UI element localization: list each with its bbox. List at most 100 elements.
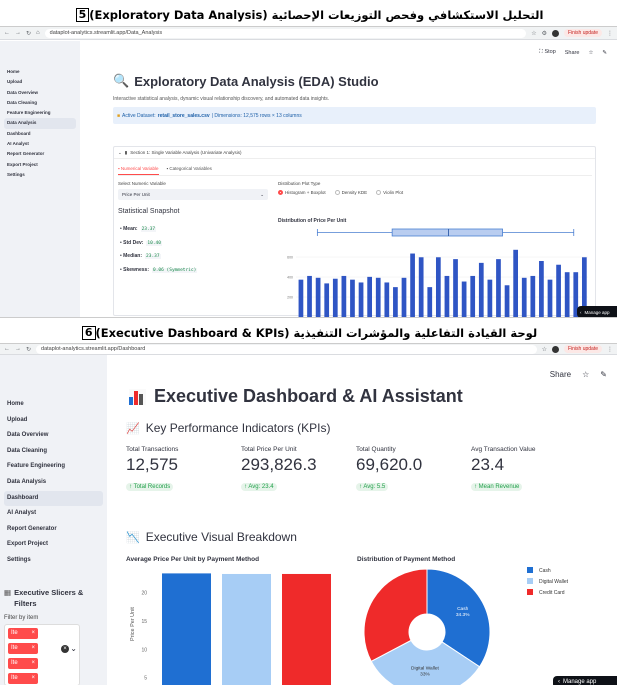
- home-icon[interactable]: ⌂: [36, 30, 40, 36]
- sidebar-item-feature-engineering[interactable]: Feature Engineering: [7, 110, 51, 116]
- kpi-card: Total Price Per Unit 293,826.3 ↑ Avg: 23.4: [241, 446, 351, 493]
- section-header[interactable]: ⌄ ▮ Section 1: Single Variable Analysis …: [114, 147, 595, 159]
- histogram-bar: [504, 285, 510, 317]
- sidebar-item-dashboard[interactable]: Dashboard: [4, 490, 103, 507]
- histogram-bar: [461, 281, 467, 317]
- sidebar-item-ai-analyst[interactable]: AI Analyst: [7, 510, 37, 517]
- caption-6-text: لوحة القيادة التفاعلية والمؤشرات التنفيذ…: [95, 326, 538, 340]
- sidebar-item-data-cleaning[interactable]: Data Cleaning: [7, 99, 38, 105]
- radio-histogram[interactable]: Histogram + Boxplot: [278, 190, 326, 195]
- legend-swatch: [527, 578, 533, 584]
- sidebar-item-data-overview[interactable]: Data Overview: [7, 432, 49, 439]
- sidebar-item-data-analysis[interactable]: Data Analysis: [4, 118, 76, 129]
- magnifier-icon: 🔍: [113, 73, 130, 88]
- profile-avatar[interactable]: [551, 29, 559, 37]
- edit-icon[interactable]: ✎: [602, 49, 607, 56]
- sidebar-item-export-project[interactable]: Export Project: [7, 161, 38, 167]
- page-subtitle: Interactive statistical analysis, dynami…: [113, 96, 330, 102]
- profile-avatar[interactable]: [551, 345, 559, 353]
- chevron-down-icon: ⌄: [260, 191, 264, 197]
- stop-button[interactable]: ⛶ Stop: [539, 49, 556, 55]
- chevron-down-icon[interactable]: ⌄: [70, 643, 77, 653]
- edit-icon[interactable]: ✎: [600, 370, 607, 379]
- histogram-bar: [367, 276, 373, 317]
- url-bar[interactable]: dataplot-analytics.streamlit.app/Data_An…: [44, 28, 527, 38]
- bar-credit-card: [282, 573, 331, 685]
- stat-label: Median:: [123, 253, 143, 259]
- manage-app-button[interactable]: ‹ Manage app: [577, 306, 617, 317]
- sidebar-item-report-generator[interactable]: Report Generator: [7, 525, 57, 532]
- radio-density[interactable]: Density KDE: [334, 190, 367, 195]
- histogram-bar: [375, 277, 381, 317]
- forward-icon[interactable]: →: [15, 346, 21, 352]
- forward-icon[interactable]: →: [15, 30, 21, 36]
- bar-chart-icon: [129, 388, 146, 405]
- reload-icon[interactable]: ↻: [26, 346, 32, 353]
- remove-icon[interactable]: ×: [31, 675, 35, 682]
- sidebar-item-data-analysis[interactable]: Data Analysis: [7, 478, 47, 485]
- filter-pill[interactable]: Ite ×: [8, 627, 38, 639]
- share-button[interactable]: Share: [549, 370, 572, 379]
- star-icon[interactable]: ☆: [588, 49, 594, 56]
- back-icon[interactable]: ←: [4, 346, 10, 352]
- filter-pill[interactable]: Ite ×: [8, 657, 38, 669]
- star-icon[interactable]: ☆: [531, 30, 537, 37]
- clear-all-icon[interactable]: ×: [61, 644, 69, 653]
- legend-swatch: [527, 589, 533, 595]
- star-icon[interactable]: ☆: [541, 346, 547, 353]
- sidebar-item-report-generator[interactable]: Report Generator: [7, 151, 45, 157]
- extensions-icon[interactable]: ⚙: [541, 30, 547, 37]
- remove-icon[interactable]: ×: [31, 645, 35, 652]
- menu-icon[interactable]: ⋮: [607, 346, 613, 353]
- sidebar-item-home[interactable]: Home: [7, 69, 20, 74]
- finish-update-button[interactable]: Finish update: [563, 345, 602, 353]
- kpi-delta: ↑ Total Records: [126, 483, 174, 491]
- variable-select[interactable]: Price Per Unit ⌄: [118, 189, 268, 200]
- filter-pill[interactable]: Ite ×: [8, 642, 38, 654]
- histogram-bar: [581, 257, 587, 317]
- bar-chart-title: Average Price Per Unit by Payment Method: [126, 556, 260, 563]
- sidebar-item-upload[interactable]: Upload: [7, 416, 28, 423]
- sidebar-item-data-cleaning[interactable]: Data Cleaning: [7, 447, 48, 454]
- sidebar-item-settings[interactable]: Settings: [7, 171, 25, 177]
- stat-label: Mean:: [123, 226, 138, 232]
- folder-icon: ■: [117, 112, 121, 119]
- remove-icon[interactable]: ×: [31, 660, 35, 667]
- histogram-bar: [350, 279, 355, 317]
- histogram-bar: [324, 283, 330, 317]
- caption-6: لوحة القيادة التفاعلية والمؤشرات التنفيذ…: [0, 323, 617, 343]
- sidebar-item-ai-analyst[interactable]: AI Analyst: [7, 141, 29, 147]
- boxplot-box: [391, 228, 503, 237]
- stat-row: • Std Dev: 10.40: [120, 239, 162, 246]
- finish-update-button[interactable]: Finish update: [563, 29, 602, 37]
- tab-categorical[interactable]: ▪ Categorical Variables: [166, 166, 212, 171]
- histogram-bar: [556, 264, 561, 317]
- sidebar-item-export-project[interactable]: Export Project: [7, 541, 49, 548]
- radio-violin[interactable]: Violin Plot: [376, 190, 403, 195]
- browser-toolbar: ← → ↻ ⌂ dataplot-analytics.streamlit.app…: [0, 27, 617, 40]
- sidebar-item-data-overview[interactable]: Data Overview: [7, 89, 39, 95]
- sidebar-item-upload[interactable]: Upload: [7, 79, 23, 85]
- filter-pill[interactable]: Ite ×: [8, 672, 38, 684]
- remove-icon[interactable]: ×: [31, 630, 35, 637]
- kpi-value: 293,826.3: [241, 455, 317, 474]
- stat-label: Std Dev:: [123, 239, 144, 246]
- sidebar-item-settings[interactable]: Settings: [7, 556, 31, 563]
- y-tick-label: 5: [144, 676, 147, 682]
- menu-icon[interactable]: ⋮: [607, 30, 613, 37]
- back-icon[interactable]: ←: [4, 30, 10, 36]
- sidebar-item-dashboard[interactable]: Dashboard: [7, 130, 31, 136]
- tab-numerical[interactable]: ▪ Numerical Variable: [118, 166, 159, 175]
- histogram-bar: [341, 275, 347, 317]
- reload-icon[interactable]: ↻: [26, 30, 32, 37]
- sidebar-item-feature-engineering[interactable]: Feature Engineering: [7, 463, 66, 470]
- bar-digital-wallet: [222, 573, 271, 685]
- share-button[interactable]: Share: [564, 49, 580, 56]
- star-icon[interactable]: ☆: [582, 370, 590, 379]
- stat-value: 23.37: [140, 227, 157, 232]
- item-multiselect[interactable]: Ite × Ite × Ite × Ite × × ⌄: [4, 623, 80, 685]
- histogram-bar: [315, 277, 321, 317]
- sidebar-item-home[interactable]: Home: [7, 401, 24, 407]
- manage-app-button[interactable]: ‹ Manage app: [553, 676, 617, 685]
- url-bar[interactable]: dataplot-analytics.streamlit.app/Dashboa…: [36, 344, 537, 354]
